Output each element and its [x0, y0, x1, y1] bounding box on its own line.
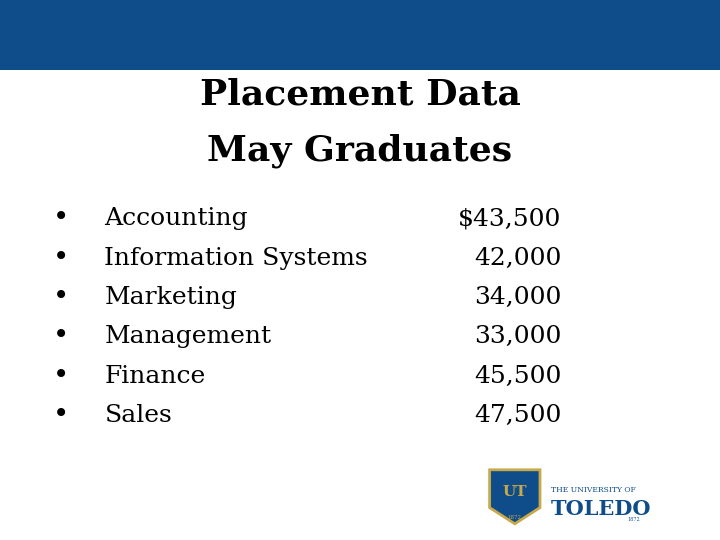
FancyBboxPatch shape: [0, 0, 720, 70]
Text: 42,000: 42,000: [474, 247, 562, 269]
Text: •: •: [53, 323, 69, 350]
Text: Information Systems: Information Systems: [104, 247, 368, 269]
Text: TOLEDO: TOLEDO: [551, 498, 652, 519]
Text: •: •: [53, 205, 69, 232]
Text: Marketing: Marketing: [104, 286, 238, 309]
Text: Management: Management: [104, 326, 271, 348]
Text: •: •: [53, 245, 69, 272]
Text: $43,500: $43,500: [458, 207, 562, 230]
Text: 33,000: 33,000: [474, 326, 562, 348]
Text: •: •: [53, 284, 69, 311]
Text: Placement Data: Placement Data: [199, 78, 521, 111]
Text: Sales: Sales: [104, 404, 172, 427]
Text: 45,500: 45,500: [474, 365, 562, 388]
Text: •: •: [53, 402, 69, 429]
Text: 1872: 1872: [627, 517, 640, 522]
Text: May Graduates: May Graduates: [207, 134, 513, 168]
Text: 47,500: 47,500: [474, 404, 562, 427]
Text: UT: UT: [503, 485, 527, 500]
Text: THE UNIVERSITY OF: THE UNIVERSITY OF: [551, 487, 636, 494]
Text: Finance: Finance: [104, 365, 206, 388]
Polygon shape: [490, 470, 540, 524]
Text: •: •: [53, 363, 69, 390]
Text: 34,000: 34,000: [474, 286, 562, 309]
Text: 1872: 1872: [508, 515, 522, 520]
Text: Accounting: Accounting: [104, 207, 248, 230]
